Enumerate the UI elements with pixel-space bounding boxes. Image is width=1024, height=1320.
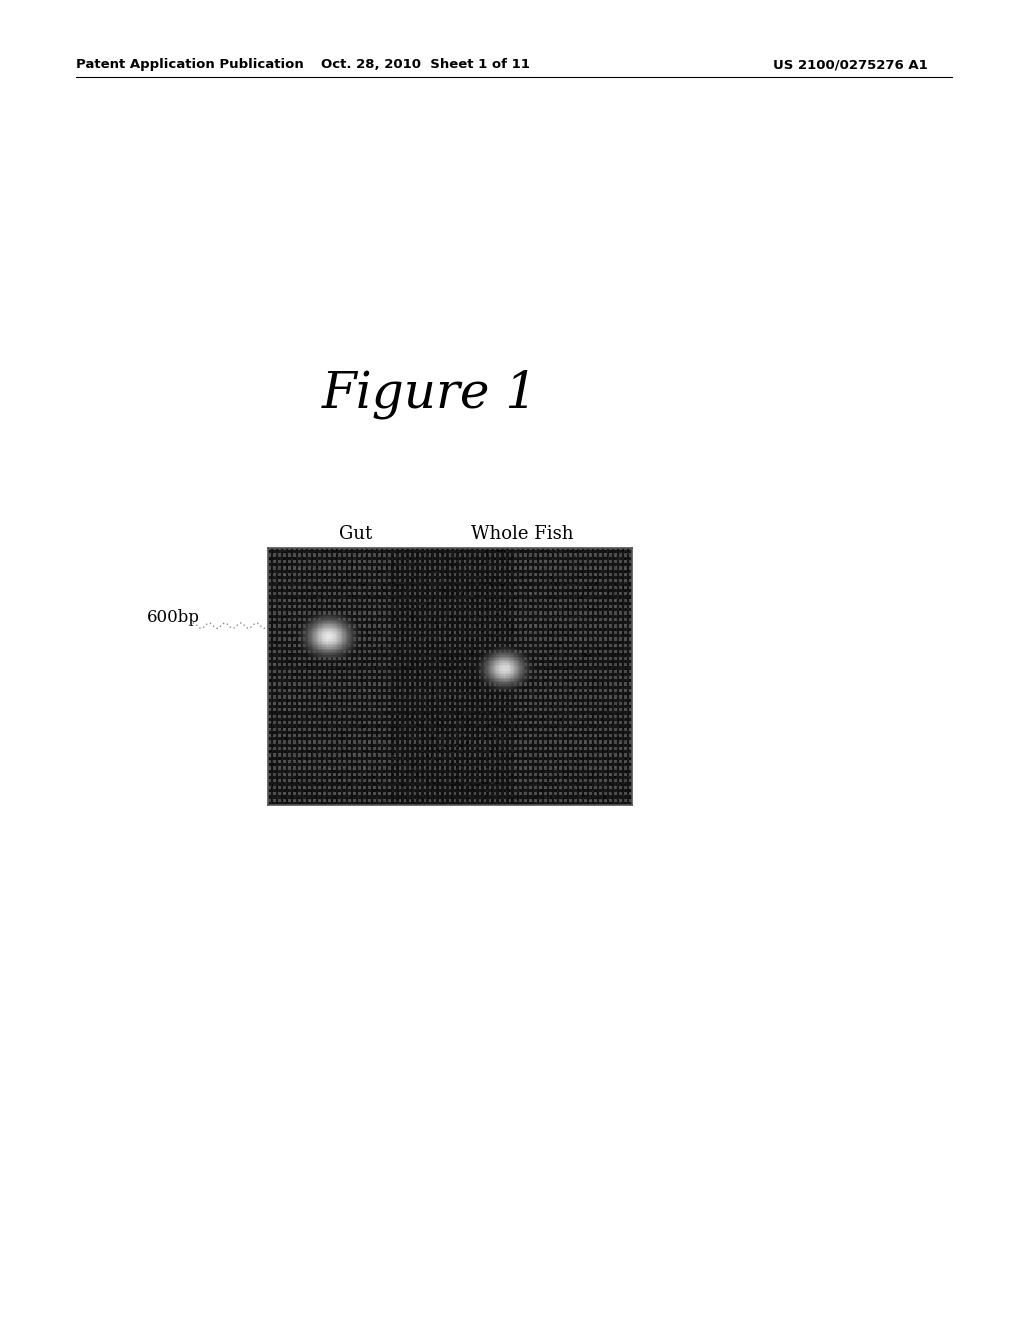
Text: RT: RT bbox=[467, 590, 492, 609]
Text: 600bp: 600bp bbox=[146, 609, 200, 626]
Text: −: − bbox=[403, 591, 413, 602]
Text: +: + bbox=[340, 591, 348, 602]
Text: Whole Fish: Whole Fish bbox=[471, 525, 573, 544]
Text: Gut: Gut bbox=[339, 525, 372, 544]
Text: Figure 1: Figure 1 bbox=[322, 370, 539, 420]
Text: +: + bbox=[502, 591, 510, 602]
Text: US 2100/0275276 A1: US 2100/0275276 A1 bbox=[773, 58, 928, 71]
Text: Oct. 28, 2010  Sheet 1 of 11: Oct. 28, 2010 Sheet 1 of 11 bbox=[321, 58, 529, 71]
Text: RT: RT bbox=[369, 590, 393, 609]
Text: RT: RT bbox=[305, 590, 330, 609]
Text: Patent Application Publication: Patent Application Publication bbox=[76, 58, 303, 71]
Text: −: − bbox=[567, 591, 577, 602]
Text: RT: RT bbox=[532, 590, 557, 609]
